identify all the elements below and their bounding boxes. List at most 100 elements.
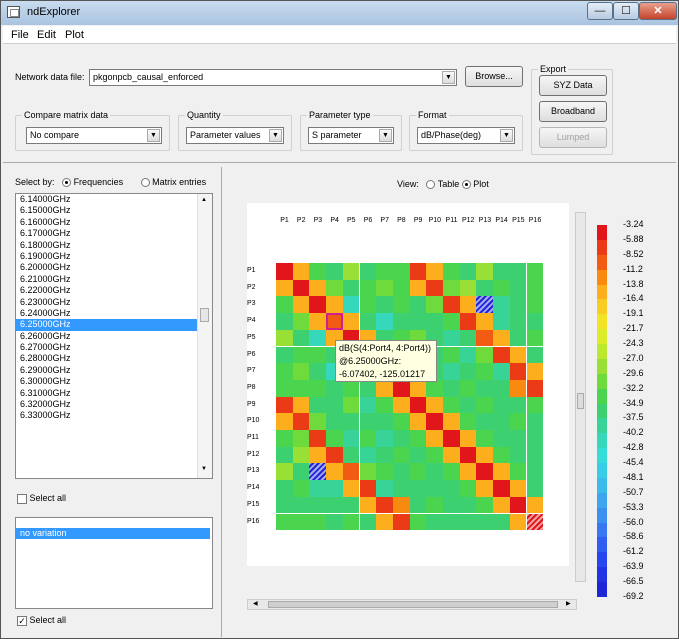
heatmap-cell[interactable] [459, 329, 477, 347]
heatmap-cell[interactable] [292, 296, 310, 314]
heatmap-cell[interactable] [509, 346, 527, 364]
heatmap-cell[interactable] [326, 279, 343, 297]
heatmap-cell[interactable] [409, 313, 427, 330]
heatmap-cell[interactable] [526, 279, 544, 297]
heatmap-cell[interactable] [292, 313, 310, 330]
plot-vertical-scrollbar[interactable] [575, 212, 586, 582]
heatmap-cell[interactable] [426, 446, 443, 464]
heatmap-cell[interactable] [443, 513, 460, 531]
heatmap-cell[interactable] [376, 279, 393, 297]
heatmap-cell[interactable] [493, 313, 510, 330]
heatmap-cell[interactable] [459, 346, 477, 364]
heatmap-cell[interactable] [459, 379, 477, 397]
heatmap-cell[interactable] [493, 480, 510, 497]
heatmap-cell[interactable] [292, 480, 310, 497]
heatmap-cell[interactable] [392, 379, 410, 397]
quantity-combo[interactable]: Parameter values ▼ [186, 127, 284, 144]
heatmap-cell[interactable] [309, 396, 327, 414]
heatmap-cell[interactable] [493, 396, 510, 414]
heatmap-cell[interactable] [342, 430, 360, 447]
list-item[interactable]: no variation [16, 528, 210, 540]
heatmap-cell[interactable] [392, 296, 410, 314]
heatmap-cell[interactable] [326, 513, 343, 531]
list-item[interactable]: 6.33000GHz [20, 410, 71, 421]
heatmap-cell[interactable] [426, 413, 443, 430]
heatmap-cell[interactable] [526, 480, 544, 497]
heatmap-cell[interactable] [459, 396, 477, 414]
heatmap-cell[interactable] [409, 496, 427, 514]
heatmap-cell[interactable] [292, 379, 310, 397]
heatmap-cell[interactable] [459, 513, 477, 531]
heatmap-cell[interactable] [509, 379, 527, 397]
heatmap-cell[interactable] [359, 513, 377, 531]
heatmap-cell[interactable] [409, 379, 427, 397]
heatmap-cell[interactable] [476, 329, 494, 347]
heatmap-cell[interactable] [276, 446, 293, 464]
heatmap-cell[interactable] [326, 430, 343, 447]
heatmap-cell[interactable] [292, 263, 310, 280]
heatmap-cell[interactable] [292, 463, 310, 481]
heatmap-cell[interactable] [392, 513, 410, 531]
heatmap-cell[interactable] [392, 396, 410, 414]
heatmap-cell[interactable] [359, 496, 377, 514]
lumped-button[interactable]: Lumped [539, 127, 607, 148]
heatmap-cell[interactable] [476, 513, 494, 531]
select-all-checkbox[interactable]: ✓ [17, 615, 27, 626]
heatmap-cell[interactable] [526, 379, 544, 397]
heatmap-cell[interactable] [509, 430, 527, 447]
heatmap-cell[interactable] [359, 463, 377, 481]
heatmap-cell[interactable] [292, 346, 310, 364]
heatmap-cell[interactable] [309, 496, 327, 514]
plot-radio[interactable] [461, 180, 471, 190]
heatmap-cell[interactable] [459, 313, 477, 330]
heatmap-cell[interactable] [493, 513, 510, 531]
heatmap-cell[interactable] [276, 480, 293, 497]
heatmap-cell[interactable] [292, 363, 310, 380]
scroll-thumb[interactable] [268, 601, 558, 608]
list-item[interactable]: 6.23000GHz [20, 296, 71, 307]
heatmap-cell[interactable] [309, 480, 327, 497]
list-item[interactable]: 6.20000GHz [20, 262, 71, 273]
heatmap-cell[interactable] [309, 296, 327, 314]
heatmap-cell[interactable] [459, 496, 477, 514]
heatmap-cell[interactable] [392, 463, 410, 481]
heatmap-cell[interactable] [326, 480, 343, 497]
heatmap-cell[interactable] [292, 396, 310, 414]
frequency-list[interactable]: 6.14000GHz 6.15000GHz 6.16000GHz 6.17000GHz… [15, 193, 213, 479]
heatmap-cell[interactable] [443, 346, 460, 364]
heatmap-cell[interactable] [509, 413, 527, 430]
heatmap-cell[interactable] [459, 430, 477, 447]
heatmap-cell[interactable] [309, 279, 327, 297]
heatmap-cell[interactable] [326, 379, 343, 397]
heatmap-cell[interactable] [409, 263, 427, 280]
heatmap-cell[interactable] [376, 263, 393, 280]
heatmap-cell[interactable] [493, 496, 510, 514]
heatmap-cell[interactable] [376, 496, 393, 514]
frequency-scrollbar[interactable]: ▲ ▼ [197, 194, 212, 478]
plot-horizontal-scrollbar[interactable]: ◀ ▶ [247, 599, 577, 610]
heatmap-cell[interactable] [493, 296, 510, 314]
network-file-combo[interactable]: pkgonpcb_causal_enforced ▼ [89, 69, 457, 86]
heatmap-cell[interactable] [359, 296, 377, 314]
heatmap-cell[interactable] [426, 496, 443, 514]
list-item[interactable]: 6.18000GHz [20, 239, 71, 250]
heatmap-cell[interactable] [359, 279, 377, 297]
list-item[interactable]: 6.26000GHz [20, 330, 71, 341]
heatmap-cell[interactable] [426, 313, 443, 330]
heatmap-cell[interactable] [509, 313, 527, 330]
heatmap-cell[interactable] [292, 329, 310, 347]
select-all-checkbox[interactable] [17, 493, 27, 504]
heatmap-cell[interactable] [292, 513, 310, 531]
heatmap-cell[interactable] [409, 446, 427, 464]
select-all-frequencies[interactable]: Select all [17, 493, 66, 504]
heatmap-cell[interactable] [276, 279, 293, 297]
list-item[interactable]: 6.24000GHz [20, 307, 71, 318]
heatmap-cell[interactable] [359, 430, 377, 447]
heatmap-cell[interactable] [459, 480, 477, 497]
heatmap-cell[interactable] [476, 279, 494, 297]
heatmap-cell[interactable] [509, 446, 527, 464]
heatmap-cell[interactable] [359, 413, 377, 430]
heatmap-cell[interactable] [443, 279, 460, 297]
heatmap-plot[interactable]: P1 P2 P3 P4 P5 P6 P7 P8 P9 P10 P11 P12 P13 P14 P15 P16 … [247, 203, 569, 566]
heatmap-cell[interactable] [342, 379, 360, 397]
